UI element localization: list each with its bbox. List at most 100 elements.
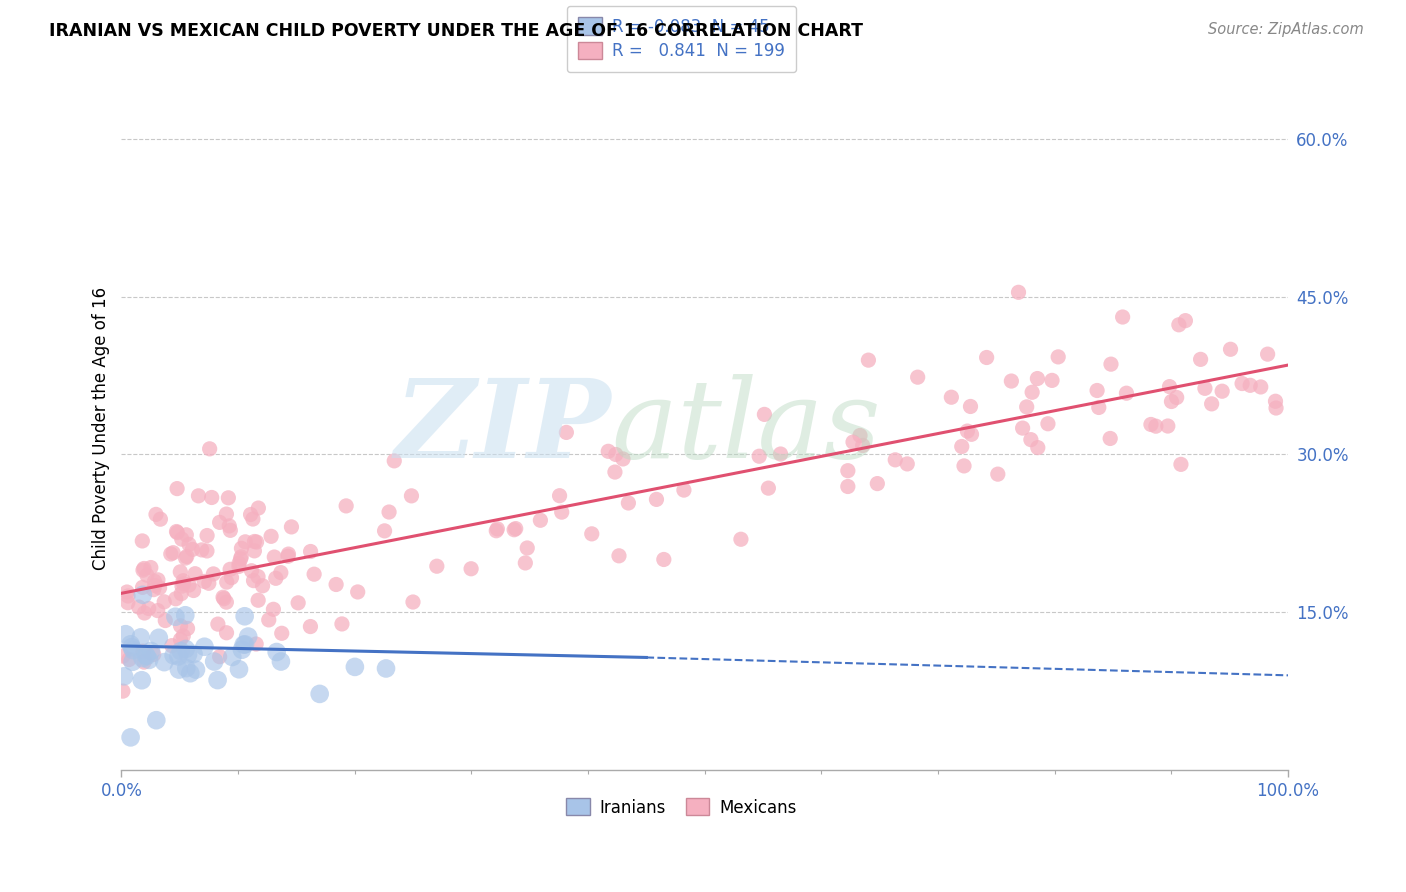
Point <box>1111 310 1133 324</box>
Point <box>486 522 509 536</box>
Point <box>212 591 235 606</box>
Point <box>170 587 193 601</box>
Point <box>159 547 181 561</box>
Point <box>143 578 166 592</box>
Point <box>551 505 574 519</box>
Point <box>135 649 157 664</box>
Point <box>247 569 270 583</box>
Point <box>529 513 551 527</box>
Point <box>1040 373 1063 387</box>
Point <box>956 424 979 438</box>
Point <box>120 731 142 745</box>
Point <box>176 549 198 564</box>
Point <box>852 438 875 452</box>
Point <box>1265 401 1288 415</box>
Point <box>167 649 190 664</box>
Point <box>128 600 150 615</box>
Point <box>1026 441 1049 455</box>
Point <box>1264 394 1286 409</box>
Point <box>135 568 157 582</box>
Point <box>166 525 188 540</box>
Point <box>232 638 254 652</box>
Point <box>858 353 880 368</box>
Point <box>139 644 162 658</box>
Point <box>131 651 153 665</box>
Point <box>153 595 176 609</box>
Point <box>1189 352 1212 367</box>
Point <box>219 562 242 576</box>
Point <box>217 491 239 505</box>
Text: Source: ZipAtlas.com: Source: ZipAtlas.com <box>1208 22 1364 37</box>
Point <box>243 534 266 549</box>
Legend: Iranians, Mexicans: Iranians, Mexicans <box>560 792 803 823</box>
Point <box>1239 378 1261 392</box>
Point <box>950 440 973 454</box>
Point <box>1011 421 1033 435</box>
Point <box>184 663 207 677</box>
Point <box>228 556 250 570</box>
Point <box>165 591 187 606</box>
Point <box>287 596 309 610</box>
Point <box>270 566 292 580</box>
Point <box>959 400 981 414</box>
Point <box>607 549 630 563</box>
Point <box>270 626 292 640</box>
Point <box>505 522 527 536</box>
Point <box>229 552 252 566</box>
Point <box>1201 397 1223 411</box>
Point <box>548 489 571 503</box>
Point <box>243 544 266 558</box>
Point <box>202 655 225 669</box>
Point <box>1144 419 1167 434</box>
Point <box>866 476 889 491</box>
Point <box>375 661 398 675</box>
Point <box>149 512 172 526</box>
Point <box>516 541 538 555</box>
Point <box>1088 401 1111 415</box>
Point <box>148 631 170 645</box>
Point <box>837 479 859 493</box>
Point <box>201 491 224 505</box>
Point <box>426 559 449 574</box>
Point <box>117 596 139 610</box>
Point <box>1219 343 1241 357</box>
Point <box>174 608 197 623</box>
Point <box>247 501 270 516</box>
Point <box>177 537 200 551</box>
Point <box>207 617 229 632</box>
Point <box>598 444 620 458</box>
Point <box>195 544 218 558</box>
Point <box>146 604 169 618</box>
Point <box>111 648 134 663</box>
Point <box>169 619 191 633</box>
Point <box>308 687 330 701</box>
Point <box>1000 374 1022 388</box>
Point <box>896 457 918 471</box>
Point <box>174 551 197 566</box>
Point <box>114 627 136 641</box>
Point <box>187 489 209 503</box>
Point <box>132 655 155 669</box>
Point <box>146 573 169 587</box>
Point <box>183 583 205 598</box>
Point <box>277 549 299 564</box>
Point <box>215 507 238 521</box>
Point <box>160 639 183 653</box>
Point <box>299 544 322 558</box>
Point <box>1019 433 1042 447</box>
Point <box>270 655 292 669</box>
Point <box>132 644 155 658</box>
Point <box>183 647 205 661</box>
Point <box>1257 347 1279 361</box>
Point <box>987 467 1010 482</box>
Point <box>652 552 675 566</box>
Point <box>849 428 872 442</box>
Point <box>346 585 368 599</box>
Point <box>617 496 640 510</box>
Point <box>118 652 141 666</box>
Point <box>162 648 184 663</box>
Point <box>177 578 200 592</box>
Point <box>1157 419 1180 434</box>
Point <box>142 582 165 597</box>
Point <box>280 520 302 534</box>
